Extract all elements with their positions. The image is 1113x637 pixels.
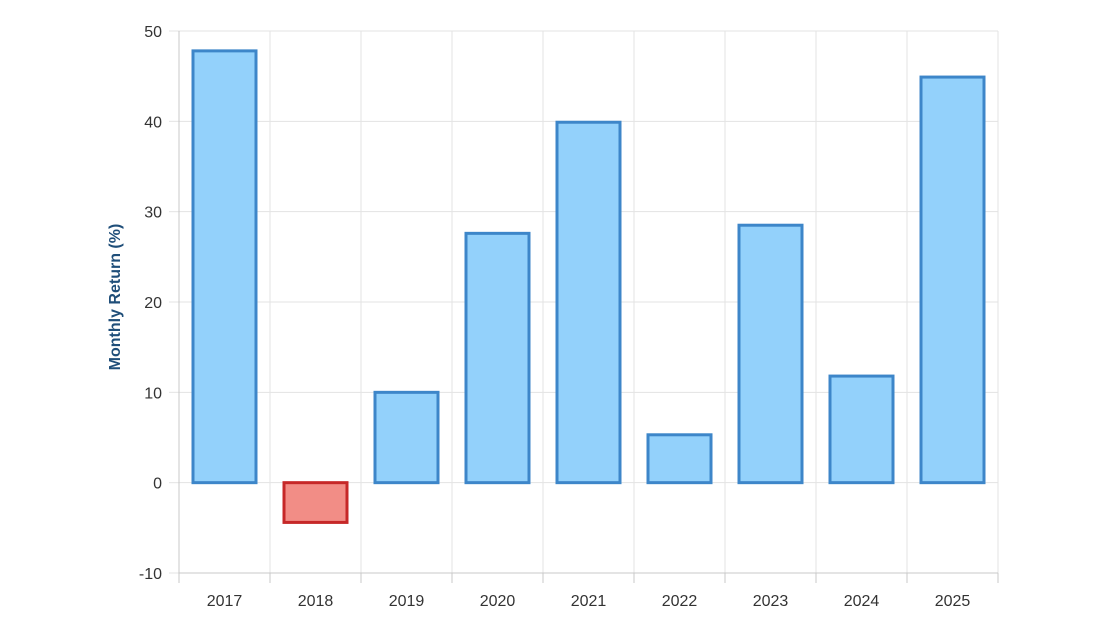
bar-2022 <box>646 433 713 485</box>
x-tick-label: 2021 <box>571 593 607 610</box>
x-tick-label: 2022 <box>662 593 698 610</box>
bars <box>191 49 986 524</box>
bar-2018 <box>282 481 349 524</box>
bar-2021 <box>555 120 622 485</box>
x-tick-label: 2018 <box>298 593 334 610</box>
bar-2023 <box>737 223 804 485</box>
y-tick-label: 10 <box>144 385 162 402</box>
tick-labels: -10 0 10 20 30 40 50 2017 2018 2019 2020 2021 2022 20… <box>139 24 971 610</box>
bar-2019 <box>373 390 440 485</box>
y-tick-label: 30 <box>144 205 162 222</box>
y-axis-title: Monthly Return (%) <box>107 224 124 371</box>
y-tick-label: 20 <box>144 295 162 312</box>
x-tick-label: 2017 <box>207 593 243 610</box>
x-tick-label: 2024 <box>844 593 880 610</box>
x-tick-label: 2020 <box>480 593 516 610</box>
x-tick-label: 2019 <box>389 593 425 610</box>
y-tick-label: 50 <box>144 24 162 41</box>
y-tick-label: -10 <box>139 566 162 583</box>
bar-2020 <box>464 231 531 485</box>
x-tick-label: 2025 <box>935 593 971 610</box>
axes <box>169 30 999 583</box>
y-tick-label: 0 <box>153 476 162 493</box>
bar-2017 <box>191 49 258 485</box>
x-tick-label: 2023 <box>753 593 789 610</box>
bar-2024 <box>828 374 895 485</box>
y-tick-label: 40 <box>144 114 162 131</box>
bar-2025 <box>919 75 986 485</box>
